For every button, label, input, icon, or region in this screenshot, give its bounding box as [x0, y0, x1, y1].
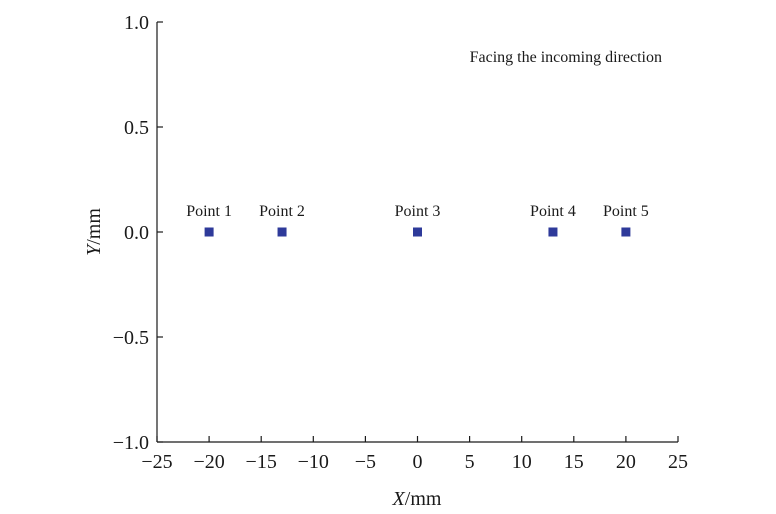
x-tick-label: −15 — [246, 451, 277, 473]
data-point-label: Point 1 — [186, 203, 232, 220]
y-axis-unit: /mm — [83, 208, 105, 245]
data-point-marker — [204, 227, 214, 237]
y-tick-label: 0.5 — [124, 117, 149, 139]
y-tick-label: 0.0 — [124, 222, 149, 244]
x-tick-label: −20 — [193, 451, 224, 473]
data-point-marker — [621, 227, 631, 237]
data-point-label: Point 2 — [259, 203, 305, 220]
x-tick-label: 5 — [465, 451, 475, 473]
y-tick-label: −0.5 — [113, 327, 149, 349]
y-axis-title: Y/mm — [83, 208, 105, 256]
y-axis-variable: Y — [83, 243, 105, 256]
x-tick-label: 10 — [512, 451, 532, 473]
x-axis-unit: /mm — [405, 488, 442, 510]
x-tick-label: 20 — [616, 451, 636, 473]
y-tick-label: −1.0 — [113, 432, 149, 454]
data-point-marker — [413, 227, 422, 237]
data-point-marker — [548, 227, 558, 237]
x-tick-label: −5 — [355, 451, 376, 473]
x-axis-variable: X — [392, 488, 406, 510]
x-tick-label: 25 — [668, 451, 688, 473]
data-point-label: Point 4 — [530, 203, 576, 220]
x-axis-title: X/mm — [392, 488, 442, 510]
x-tick-label: −25 — [141, 451, 172, 473]
chart-annotation: Facing the incoming direction — [470, 49, 662, 66]
x-tick-label: −10 — [298, 451, 329, 473]
x-tick-label: 0 — [413, 451, 423, 473]
data-points: Point 1 Point 2 Point 3 Point 4 Point 5 — [186, 203, 649, 237]
y-tick-label: 1.0 — [124, 12, 149, 34]
x-axis-ticks: −25 −20 −15 −10 −5 0 5 10 15 20 25 — [141, 436, 688, 473]
data-point-marker — [277, 227, 287, 237]
x-tick-label: 15 — [564, 451, 584, 473]
data-point-label: Point 3 — [395, 203, 441, 220]
y-axis-ticks: 1.0 0.5 0.0 −0.5 −1.0 — [113, 12, 163, 454]
data-point-label: Point 5 — [603, 203, 649, 220]
